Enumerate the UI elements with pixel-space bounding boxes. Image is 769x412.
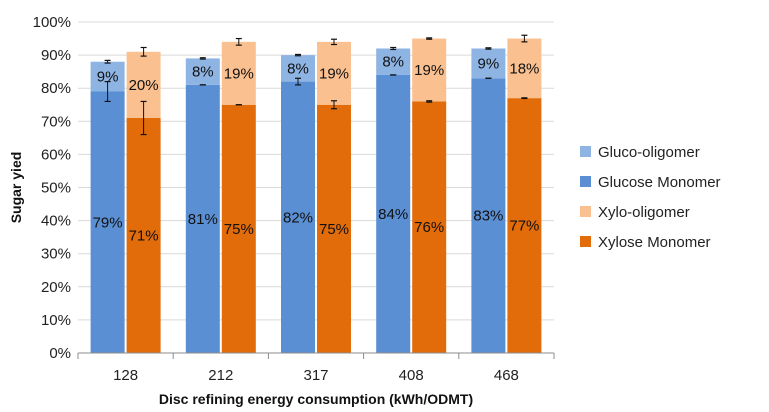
data-labels: 79% 9% 71% 20% 81% 8% 75% 19% 82% 8% 75% 19% 84% 8% 76… xyxy=(93,54,540,245)
bar-segment xyxy=(281,81,315,353)
axes: 0% 10% 20% 30% 40% 50% 60% 70% 80% 90% 100% 128 212 3… xyxy=(33,14,555,384)
legend-label: Xylose Monomer xyxy=(598,234,711,251)
legend-label: Xylo-oligomer xyxy=(598,204,690,221)
y-tick-label: 10% xyxy=(41,312,71,329)
bar-segment xyxy=(281,55,315,82)
x-tick-label: 468 xyxy=(494,367,519,384)
bar-segment xyxy=(221,104,256,353)
legend-label: Gluco-oligomer xyxy=(598,144,700,161)
data-label: 83% xyxy=(473,208,503,225)
bar-segment xyxy=(412,101,447,353)
bar-segment xyxy=(471,48,506,79)
x-tick-label: 317 xyxy=(303,367,328,384)
legend-swatch xyxy=(580,176,591,187)
data-label: 9% xyxy=(97,69,119,86)
bar-segment xyxy=(507,38,542,99)
y-tick-label: 30% xyxy=(41,246,71,263)
data-label: 9% xyxy=(478,55,500,72)
y-tick-label: 60% xyxy=(41,146,71,163)
y-axis-title: Sugar yied xyxy=(8,152,24,224)
bar-segment xyxy=(376,74,411,354)
x-tick-label: 212 xyxy=(208,367,233,384)
bar-segment xyxy=(507,98,542,353)
y-tick-label: 100% xyxy=(33,14,71,31)
x-tick-label: 408 xyxy=(399,367,424,384)
legend-label: Glucose Monomer xyxy=(598,174,721,191)
x-tick-label: 128 xyxy=(113,367,138,384)
data-label: 19% xyxy=(414,62,444,79)
legend-swatch xyxy=(580,206,591,217)
y-tick-label: 0% xyxy=(49,345,71,362)
y-tick-label: 90% xyxy=(41,47,71,64)
data-label: 82% xyxy=(283,209,313,226)
y-tick-label: 20% xyxy=(41,279,71,296)
data-label: 84% xyxy=(378,206,408,223)
bar-segment xyxy=(126,117,161,354)
data-label: 77% xyxy=(509,218,539,235)
bar-segment xyxy=(185,58,220,85)
data-label: 19% xyxy=(224,65,254,82)
data-label: 19% xyxy=(319,65,349,82)
data-label: 75% xyxy=(224,221,254,238)
data-label: 79% xyxy=(93,214,123,231)
y-tick-label: 80% xyxy=(41,80,71,97)
y-tick-label: 40% xyxy=(41,213,71,230)
bar-segment xyxy=(221,41,256,105)
bar-segment xyxy=(412,38,447,102)
data-label: 81% xyxy=(188,211,218,228)
bar-segment xyxy=(317,104,351,353)
bar-segment xyxy=(185,84,220,353)
legend: Gluco-oligomer Glucose Monomer Xylo-oligom… xyxy=(580,144,721,251)
y-tick-label: 70% xyxy=(41,113,71,130)
data-label: 20% xyxy=(129,77,159,94)
legend-swatch xyxy=(580,146,591,157)
y-tick-label: 50% xyxy=(41,180,71,197)
data-label: 8% xyxy=(287,60,309,77)
error-bars xyxy=(104,34,528,136)
x-axis-title: Disc refining energy consumption (kWh/OD… xyxy=(159,391,473,407)
data-label: 75% xyxy=(319,221,349,238)
data-label: 76% xyxy=(414,219,444,236)
bar-segment xyxy=(317,41,351,105)
data-label: 71% xyxy=(129,227,159,244)
bars xyxy=(90,38,542,354)
data-label: 8% xyxy=(382,54,404,71)
bar-segment xyxy=(90,91,125,353)
bar-segment xyxy=(376,48,411,75)
data-label: 18% xyxy=(509,60,539,77)
legend-swatch xyxy=(580,236,591,247)
data-label: 8% xyxy=(192,64,214,81)
bar-segment xyxy=(471,78,506,354)
